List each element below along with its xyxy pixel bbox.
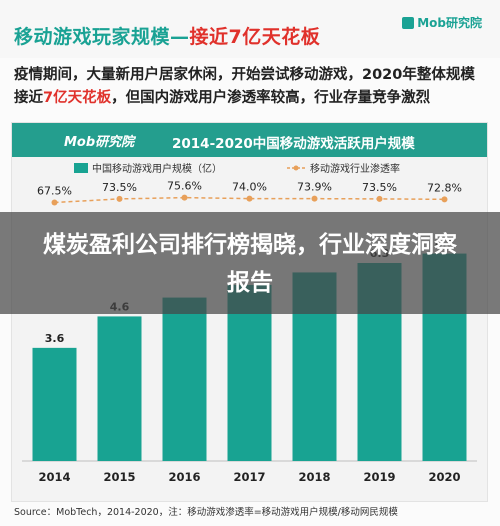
legend-swatch-line-dot [293, 165, 299, 171]
line-value-label-2018: 73.9% [297, 181, 332, 194]
line-value-label-2014: 67.5% [37, 185, 72, 198]
legend-label-bar: 中国移动游戏用户规模（亿） [92, 162, 222, 175]
x-tick-label-2017: 2017 [233, 470, 265, 484]
line-point-2018 [311, 195, 318, 202]
intro-text-1: 疫情期间，大量新用户居家休闲，开始尝试移动游戏，2020年整体规模接近 [14, 67, 475, 106]
brand-logo: Mob研究院 [402, 14, 482, 31]
brand-name: Mob研究院 [417, 16, 482, 30]
chart-header: Mob研究院 2014-2020中国移动游戏活跃用户规模 [12, 123, 487, 157]
line-point-2020 [441, 196, 448, 203]
bar-value-label-2014: 3.6 [45, 332, 65, 345]
bar-2017 [227, 285, 272, 461]
line-point-2016 [181, 194, 188, 201]
title-overlay: 煤炭盈利公司排行榜揭晓，行业深度洞察报告 [0, 212, 500, 314]
x-tick-label-2018: 2018 [298, 470, 330, 484]
line-value-label-2016: 75.6% [167, 180, 202, 193]
chart-brand: Mob研究院 [64, 135, 135, 150]
bar-2016 [162, 297, 207, 461]
bar-2014 [32, 347, 77, 461]
line-value-label-2015: 73.5% [102, 181, 137, 194]
legend-label-line: 移动游戏行业渗透率 [310, 162, 400, 175]
x-tick-label-2019: 2019 [363, 470, 395, 484]
headline-main: 移动游戏玩家规模 [14, 26, 171, 48]
chart-panel: Mob研究院 2014-2020中国移动游戏活跃用户规模 中国移动游戏用户规模（… [11, 122, 488, 502]
line-point-2019 [376, 195, 383, 202]
line-value-label-2020: 72.8% [427, 181, 462, 194]
x-tick-label-2015: 2015 [103, 470, 135, 484]
overlay-title: 煤炭盈利公司排行榜揭晓，行业深度洞察报告 [43, 232, 457, 296]
chart-title: 2014-2020中国移动游戏活跃用户规模 [172, 136, 415, 152]
legend-swatch-bar [74, 163, 88, 173]
bar-2015 [97, 316, 142, 461]
slide-header: 移动游戏玩家规模—接近7亿天花板 Mob研究院 [0, 0, 500, 58]
line-point-2015 [116, 195, 123, 202]
line-point-2014 [51, 199, 58, 206]
x-tick-label-2016: 2016 [168, 470, 200, 484]
headline-dash: — [170, 26, 190, 48]
brand-mark-icon [402, 16, 415, 29]
intro-paragraph: 疫情期间，大量新用户居家休闲，开始尝试移动游戏，2020年整体规模接近7亿天花板… [14, 64, 486, 110]
headline-accent: 接近7亿天花板 [189, 26, 321, 48]
line-point-2017 [246, 195, 253, 202]
line-value-label-2017: 74.0% [232, 181, 267, 194]
source-note: Source：MobTech，2014-2020，注：移动游戏渗透率=移动游戏用… [14, 507, 398, 518]
intro-highlight: 7亿天花板 [43, 90, 112, 106]
slide-headline: 移动游戏玩家规模—接近7亿天花板 [14, 22, 320, 49]
line-value-label-2019: 73.5% [362, 181, 397, 194]
x-tick-label-2014: 2014 [38, 470, 70, 484]
x-tick-label-2020: 2020 [428, 470, 460, 484]
intro-text-2: ，但国内游戏用户渗透率较高，行业存量竞争激烈 [111, 90, 431, 106]
